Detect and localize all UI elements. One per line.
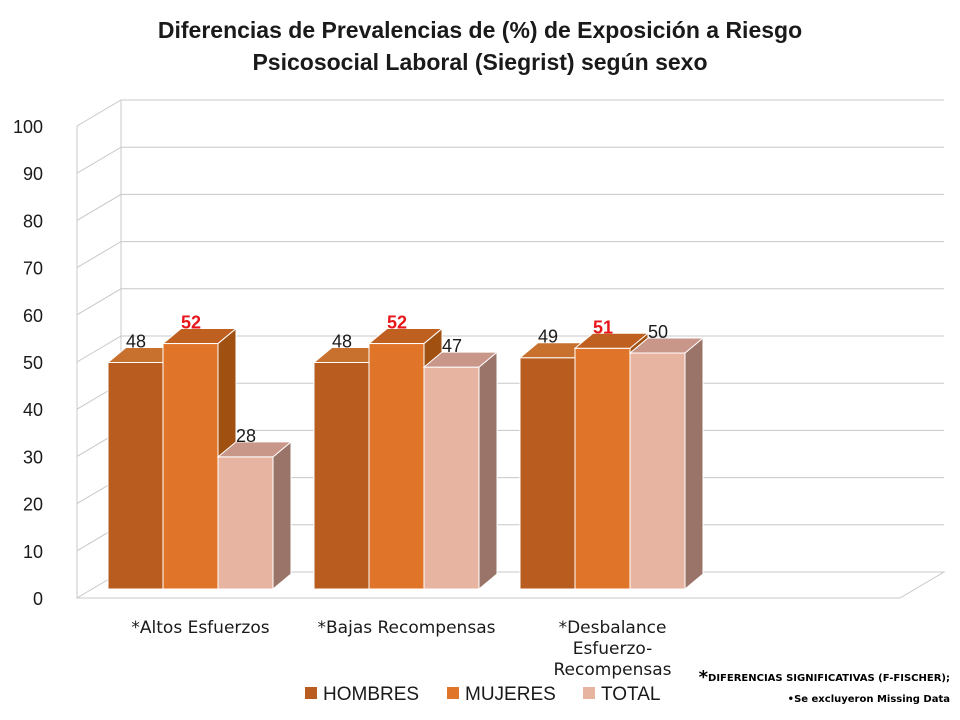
x-tick-label: *Altos Esfuerzos	[131, 618, 269, 638]
bar-front	[217, 456, 274, 590]
x-tick-label: *Bajas Recompensas	[318, 618, 496, 638]
bar-top	[216, 441, 293, 458]
missing-data-note: •Se excluyeron Missing Data	[787, 694, 950, 705]
bar-front	[162, 343, 219, 590]
bar-front	[313, 361, 370, 590]
data-label: 50	[648, 322, 668, 342]
x-tick-label: Esfuerzo-	[573, 639, 653, 659]
bar-side	[272, 440, 292, 591]
legend-label: HOMBRES	[323, 684, 419, 705]
x-tick-label: Recompensas	[554, 660, 672, 680]
y-tick-label: 20	[23, 495, 43, 515]
chart-title: Diferencias de Prevalencias de (%) de Ex…	[0, 14, 960, 78]
bar-front	[629, 352, 686, 590]
significance-note: *DIFERENCIAS SIGNIFICATIVAS (F-FISCHER);	[698, 667, 950, 688]
y-tick-label: 10	[23, 542, 43, 562]
bar-side	[684, 336, 704, 591]
data-label: 48	[332, 331, 352, 351]
data-label: 52	[387, 313, 407, 333]
bar-top	[367, 328, 444, 345]
bar-top	[161, 328, 238, 345]
y-tick-label: 60	[23, 306, 43, 326]
x-tick-label: *Desbalance	[559, 618, 667, 638]
chart-title-line-2: Psicosocial Laboral (Siegrist) según sex…	[252, 49, 708, 75]
data-label: 51	[593, 317, 613, 337]
data-label: 49	[538, 327, 558, 347]
bar-front	[423, 366, 480, 590]
bar-top	[628, 337, 705, 354]
bar-top	[573, 332, 650, 349]
y-tick-label: 40	[23, 400, 43, 420]
legend-swatch	[305, 687, 317, 699]
chart-title-line-1: Diferencias de Prevalencias de (%) de Ex…	[157, 17, 803, 43]
bar-front	[519, 357, 576, 590]
data-label: 47	[442, 336, 462, 356]
bar-front	[368, 343, 425, 590]
y-tick-label: 70	[23, 259, 43, 279]
data-label: 52	[181, 313, 201, 333]
data-label: 48	[126, 331, 146, 351]
y-tick-label: 80	[23, 211, 43, 231]
y-tick-label: 0	[33, 589, 43, 609]
y-tick-label: 30	[23, 447, 43, 467]
y-tick-label: 90	[23, 164, 43, 184]
legend-swatch	[447, 687, 459, 699]
legend-label: MUJERES	[465, 684, 556, 705]
bar-front	[574, 347, 631, 590]
bar-front	[107, 361, 164, 590]
y-tick-label: 100	[13, 117, 43, 137]
plot-floor	[75, 571, 946, 599]
legend-swatch	[583, 687, 595, 699]
bar-side	[478, 351, 498, 591]
y-tick-label: 50	[23, 353, 43, 373]
bar-top	[422, 351, 499, 368]
data-label: 28	[236, 426, 256, 446]
legend-label: TOTAL	[601, 684, 660, 705]
